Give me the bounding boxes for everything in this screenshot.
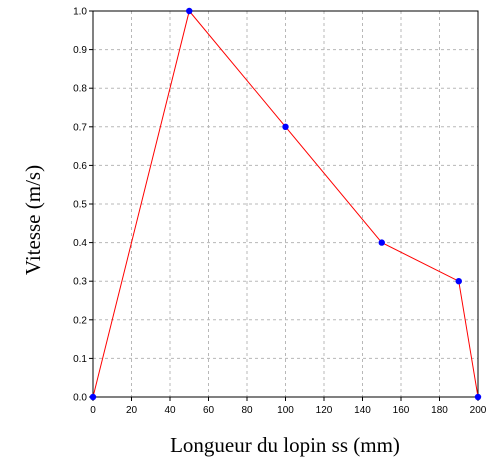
x-tick-label: 80 xyxy=(241,405,253,416)
x-axis-title: Longueur du lopin ss (mm) xyxy=(170,433,400,457)
tick-labels: 0 20 40 60 80 100 120 140 160 180 200 0.0 0.1 0.2 0.3 0… xyxy=(73,7,487,417)
y-tick-label: 0.3 xyxy=(73,277,87,288)
y-tick-label: 0.2 xyxy=(73,315,87,326)
x-tick-label: 140 xyxy=(354,405,371,416)
x-tick-label: 0 xyxy=(90,405,96,416)
x-tick-label: 20 xyxy=(126,405,138,416)
y-tick-label: 0.1 xyxy=(73,354,87,365)
y-tick-label: 1.0 xyxy=(73,7,87,18)
x-tick-label: 60 xyxy=(203,405,215,416)
data-point xyxy=(186,7,193,15)
y-axis-title: Vitesse (m/s) xyxy=(21,165,45,275)
data-point xyxy=(474,393,482,401)
x-tick-label: 100 xyxy=(277,405,294,416)
x-tick-label: 200 xyxy=(470,405,487,416)
data-point xyxy=(89,393,97,401)
x-tick-label: 40 xyxy=(164,405,176,416)
y-tick-label: 0.8 xyxy=(73,84,87,95)
y-tick-label: 0.4 xyxy=(73,238,87,249)
y-tick-label: 0.0 xyxy=(73,393,87,404)
y-tick-label: 0.5 xyxy=(73,200,87,211)
y-tick-label: 0.6 xyxy=(73,161,87,172)
data-point xyxy=(378,239,385,246)
y-tick-label: 0.9 xyxy=(73,45,87,56)
series-group xyxy=(89,7,482,401)
series-line xyxy=(92,9,479,398)
x-tick-label: 180 xyxy=(431,405,448,416)
y-tick-label: 0.7 xyxy=(73,122,87,133)
data-point xyxy=(282,123,289,130)
x-tick-label: 120 xyxy=(316,405,333,416)
data-point xyxy=(455,278,462,285)
x-tick-label: 160 xyxy=(393,405,410,416)
